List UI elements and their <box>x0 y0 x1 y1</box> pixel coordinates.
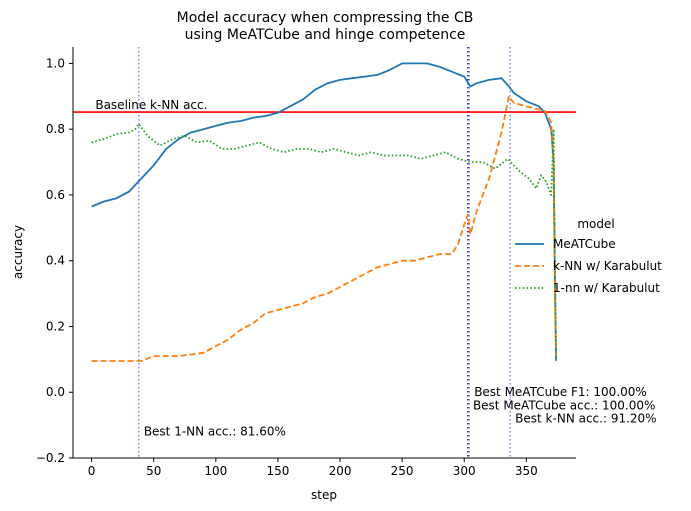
x-tick-label: 350 <box>515 464 538 478</box>
y-tick-label: 1.0 <box>46 56 65 70</box>
x-tick-label: 150 <box>266 464 289 478</box>
x-tick-label: 0 <box>88 464 96 478</box>
x-tick-label: 250 <box>391 464 414 478</box>
y-tick-label: 0.6 <box>46 188 65 202</box>
y-tick-label: 0.8 <box>46 122 65 136</box>
x-tick-label: 200 <box>329 464 352 478</box>
series-line-meatcube <box>91 62 557 362</box>
y-tick-label: −0.2 <box>36 451 65 465</box>
vline-annotation: Best k-NN acc.: 91.20% <box>515 412 656 426</box>
legend-title: model <box>577 217 614 231</box>
chart-title-line-1: Model accuracy when compressing the CB <box>177 10 474 26</box>
legend-entry-label: 1-nn w/ Karabulut <box>553 281 660 295</box>
series-line-1-nn-w-karabulut <box>91 123 557 362</box>
x-ticks: 0 50 100 150 200 250 300 350 <box>88 458 538 478</box>
chart-title-line-2: using MeATCube and hinge competence <box>185 27 466 43</box>
vline-annotation: Best 1-NN acc.: 81.60% <box>144 425 286 439</box>
y-tick-label: 0.4 <box>46 254 65 268</box>
reference-lines <box>73 47 576 458</box>
legend-entry-label: MeATCube <box>553 237 616 251</box>
chart-title: Model accuracy when compressing the CB u… <box>177 10 474 43</box>
x-tick-label: 300 <box>453 464 476 478</box>
y-axis-label: accuracy <box>11 225 25 279</box>
series-lines <box>91 62 557 362</box>
y-tick-label: 0.2 <box>46 319 65 333</box>
annotations: Baseline k-NN acc. Best 1-NN acc.: 81.60%… <box>95 98 656 439</box>
y-tick-label: 0.0 <box>46 385 65 399</box>
legend: model MeATCube k-NN w/ Karabulut 1-nn w/ K… <box>515 217 662 295</box>
x-tick-label: 100 <box>204 464 227 478</box>
y-ticks: −0.2 0.0 0.2 0.4 0.6 0.8 1.0 <box>36 56 73 465</box>
legend-entry-label: k-NN w/ Karabulut <box>553 259 662 273</box>
baseline-label: Baseline k-NN acc. <box>95 98 207 112</box>
series-line-k-nn-w-karabulut <box>91 95 557 362</box>
vline-annotation: Best MeATCube acc.: 100.00% <box>473 398 655 412</box>
x-tick-label: 50 <box>146 464 161 478</box>
axes <box>72 47 576 459</box>
vline-annotation: Best MeATCube F1: 100.00% <box>474 385 647 399</box>
x-axis-label: step <box>311 488 337 502</box>
